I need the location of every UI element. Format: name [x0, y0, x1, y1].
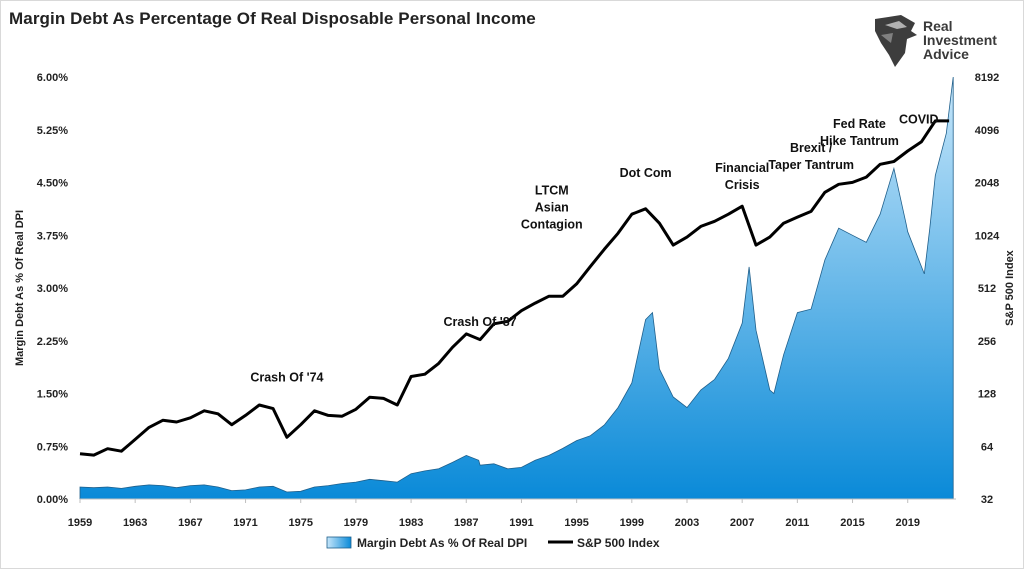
legend-line-label: S&P 500 Index — [577, 536, 660, 550]
x-tick-label: 1959 — [68, 517, 92, 529]
legend-area-swatch — [326, 536, 352, 549]
eagle-head-icon — [875, 15, 917, 67]
x-tick-label: 1963 — [123, 517, 147, 529]
right-tick-label: 64 — [981, 441, 994, 453]
left-tick-label: 5.25% — [37, 125, 68, 137]
chart-annotation: COVID — [899, 112, 939, 126]
area-layer — [79, 76, 954, 500]
x-tick-label: 1983 — [399, 517, 423, 529]
left-tick-label: 3.75% — [37, 230, 68, 242]
chart-annotation: Fed Rate Hike Tantrum — [820, 117, 899, 148]
right-tick-label: 2048 — [975, 178, 999, 190]
left-tick-label: 3.00% — [37, 283, 68, 295]
left-tick-label: 1.50% — [37, 389, 68, 401]
brand-line-1: Real — [923, 18, 953, 34]
x-tick-label: 1991 — [509, 517, 533, 529]
left-tick-label: 2.25% — [37, 336, 68, 348]
right-tick-label: 1024 — [975, 230, 1000, 242]
x-tick-label: 1987 — [454, 517, 478, 529]
x-tick-label: 1967 — [178, 517, 202, 529]
right-tick-label: 32 — [981, 494, 993, 506]
right-tick-label: 4096 — [975, 125, 999, 137]
x-tick-label: 2003 — [675, 517, 699, 529]
x-tick-label: 1995 — [564, 517, 588, 529]
brand-line-2: Investment — [923, 32, 997, 48]
chart-title: Margin Debt As Percentage Of Real Dispos… — [9, 9, 536, 28]
chart-annotation: Brexit / Taper Tantrum — [768, 141, 854, 172]
x-tick-label: 1979 — [344, 517, 368, 529]
chart-annotation: Crash Of '87 — [443, 315, 516, 329]
chart-annotation: Financial Crisis — [715, 161, 769, 192]
brand-logo: Real Investment Advice — [871, 13, 1011, 75]
line-layer — [79, 119, 950, 457]
x-tick-label: 1999 — [620, 517, 644, 529]
left-tick-label: 0.00% — [37, 494, 68, 506]
chart-annotation: Crash Of '74 — [250, 370, 323, 384]
brand-line-3: Advice — [923, 46, 969, 62]
x-tick-label: 2015 — [840, 517, 864, 529]
right-axis-label: S&P 500 Index — [1004, 249, 1016, 325]
right-tick-label: 8192 — [975, 72, 999, 84]
legend: Margin Debt As % Of Real DPI S&P 500 Ind… — [326, 536, 660, 550]
sp500-line — [79, 119, 950, 457]
x-tick-label: 2019 — [895, 517, 919, 529]
left-axis-label: Margin Debt As % Of Real DPI — [14, 210, 26, 366]
chart-annotation: LTCM Asian Contagion — [521, 183, 583, 231]
right-tick-label: 128 — [978, 389, 996, 401]
left-tick-label: 6.00% — [37, 72, 68, 84]
left-tick-label: 4.50% — [37, 178, 68, 190]
x-tick-label: 2011 — [785, 517, 809, 529]
annotation-layer: Crash Of '74 Crash Of '87 LTCM Asian Contagi… — [250, 112, 938, 384]
x-tick-label: 2007 — [730, 517, 754, 529]
right-tick-label: 256 — [978, 336, 996, 348]
chart-annotation: Dot Com — [620, 166, 672, 180]
brand-logo-text: Real Investment Advice — [923, 19, 997, 61]
x-tick-label: 1971 — [233, 517, 257, 529]
margin-debt-area — [79, 76, 954, 500]
right-tick-label: 512 — [978, 283, 996, 295]
axis-layer: 1959 1963 1967 1971 1975 1979 1983 1987 1991 1995… — [14, 72, 1016, 529]
x-tick-label: 1975 — [288, 517, 312, 529]
left-tick-label: 0.75% — [37, 441, 68, 453]
legend-area-label: Margin Debt As % Of Real DPI — [357, 536, 527, 550]
